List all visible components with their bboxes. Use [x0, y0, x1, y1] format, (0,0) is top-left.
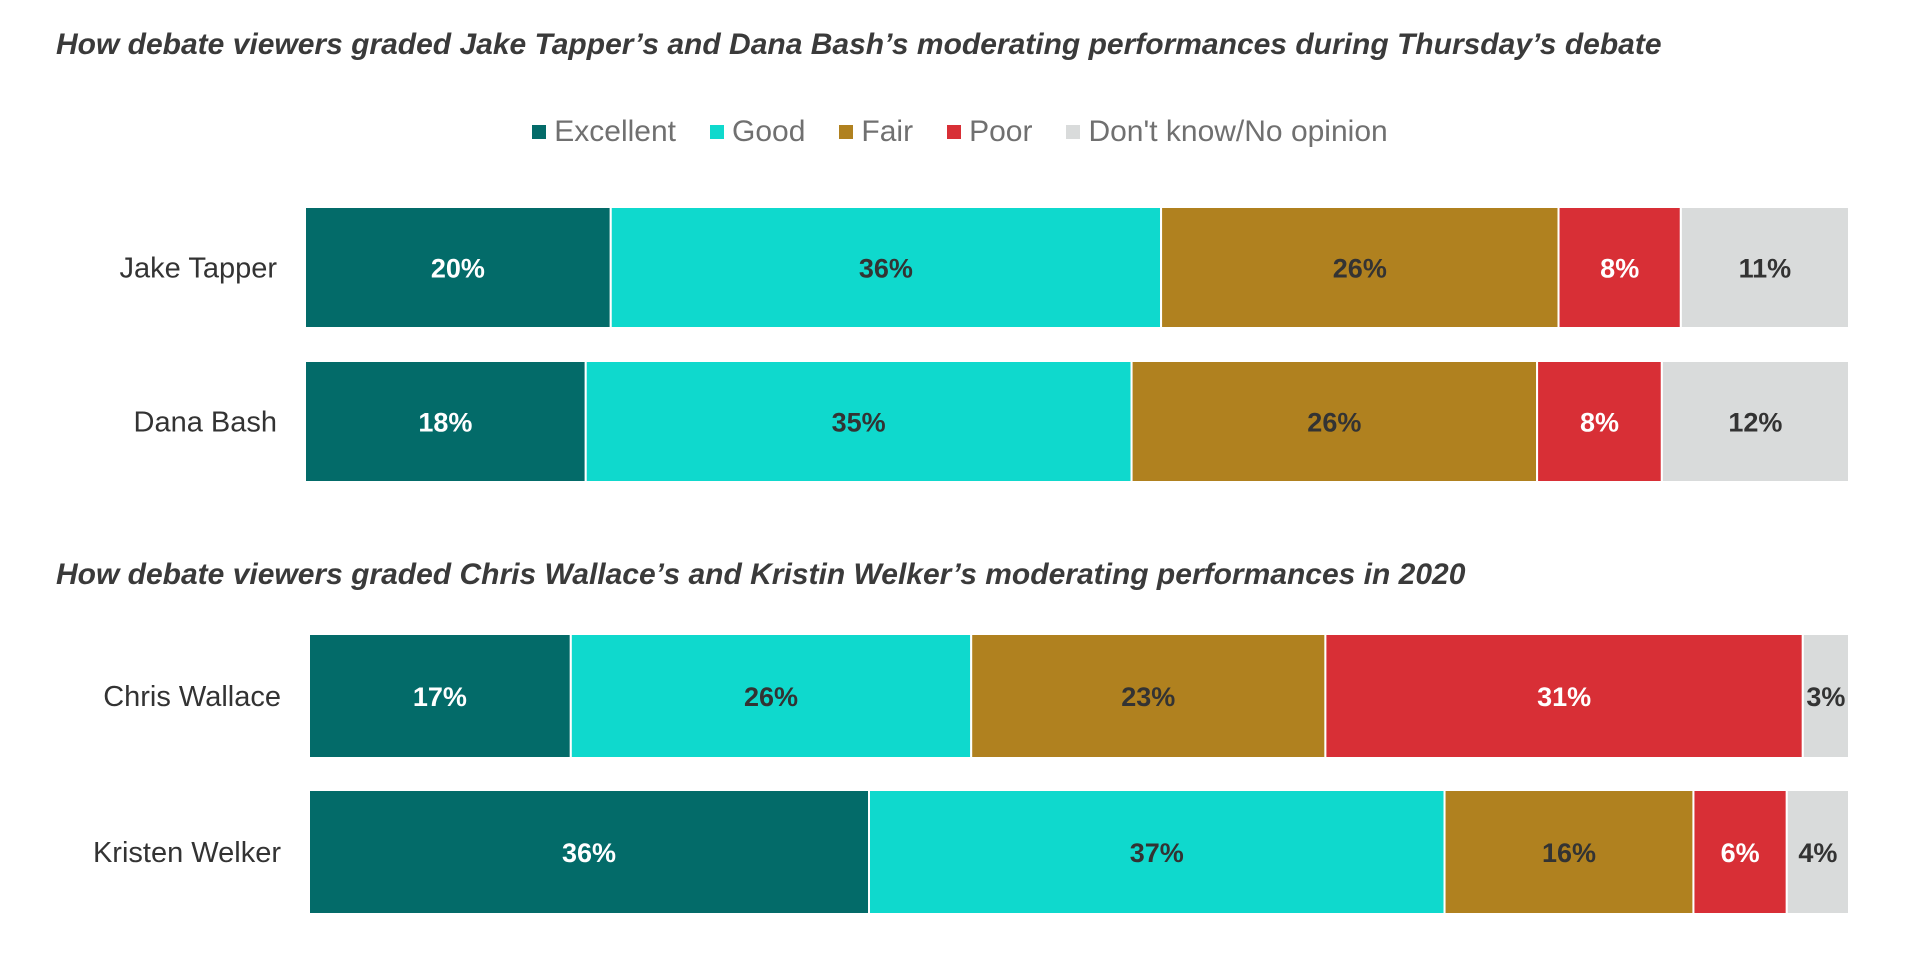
legend-item-poor: Poor	[947, 115, 1032, 149]
legend-swatch-excellent	[532, 125, 547, 139]
bar-kristen-welker-good	[868, 789, 1446, 915]
bar-dana-bash-good	[584, 360, 1133, 483]
legend-item-dont-know: Don't know/No opinion	[1066, 115, 1388, 149]
bar-dana-bash-excellent	[304, 360, 587, 483]
legend-swatch-poor	[947, 125, 962, 139]
bar-kristen-welker-fair	[1443, 789, 1695, 915]
data-label-jake-tapper-don-t-know-no-opinion: 11%	[1739, 254, 1792, 284]
row-label-kristen-welker: Kristen Welker	[93, 837, 281, 869]
data-label-kristen-welker-fair: 16%	[1542, 838, 1596, 868]
data-label-dana-bash-good: 35%	[832, 408, 886, 438]
row-label-dana-bash: Dana Bash	[134, 407, 278, 439]
chart-title-2024: How debate viewers graded Jake Tapper’s …	[56, 28, 1662, 61]
bar-jake-tapper-excellent	[304, 206, 612, 329]
legend: Excellent Good Fair Poor Don't know/No o…	[0, 115, 1920, 149]
bar-kristen-welker-excellent	[308, 789, 870, 915]
data-label-dana-bash-excellent: 18%	[418, 408, 472, 438]
legend-swatch-good	[710, 125, 725, 139]
legend-label-good: Good	[732, 115, 806, 148]
chart-title-2020: How debate viewers graded Chris Wallace’…	[56, 558, 1466, 591]
row-label-jake-tapper: Jake Tapper	[120, 253, 278, 285]
legend-item-fair: Fair	[839, 115, 913, 149]
bar-chris-wallace-fair	[970, 633, 1327, 759]
data-label-kristen-welker-poor: 6%	[1721, 838, 1760, 868]
bar-chris-wallace-excellent	[308, 633, 572, 759]
data-label-jake-tapper-excellent: 20%	[431, 254, 485, 284]
legend-item-excellent: Excellent	[532, 115, 676, 149]
bar-chris-wallace-good	[569, 633, 973, 759]
bar-chris-wallace-poor	[1324, 633, 1804, 759]
bar-chris-wallace-don-t-know-no-opinion	[1801, 633, 1851, 759]
data-label-kristen-welker-don-t-know-no-opinion: 4%	[1798, 838, 1837, 868]
data-label-chris-wallace-good: 26%	[744, 682, 798, 712]
data-label-dana-bash-poor: 8%	[1580, 408, 1619, 438]
bar-jake-tapper-don-t-know-no-opinion	[1679, 206, 1850, 329]
bar-dana-bash-fair	[1130, 360, 1539, 483]
bar-dana-bash-poor	[1536, 360, 1663, 483]
data-label-jake-tapper-poor: 8%	[1600, 254, 1639, 284]
data-label-jake-tapper-fair: 26%	[1333, 254, 1387, 284]
data-label-chris-wallace-don-t-know-no-opinion: 3%	[1806, 682, 1845, 712]
row-label-chris-wallace: Chris Wallace	[103, 681, 281, 713]
data-label-chris-wallace-poor: 31%	[1537, 682, 1591, 712]
bar-kristen-welker-don-t-know-no-opinion	[1785, 789, 1851, 915]
data-label-kristen-welker-excellent: 36%	[562, 838, 616, 868]
legend-label-poor: Poor	[969, 115, 1033, 148]
data-label-chris-wallace-fair: 23%	[1121, 682, 1175, 712]
data-label-dana-bash-fair: 26%	[1307, 408, 1361, 438]
bar-dana-bash-don-t-know-no-opinion	[1660, 360, 1851, 483]
legend-item-good: Good	[710, 115, 805, 149]
legend-swatch-dont-know	[1066, 125, 1081, 139]
data-label-chris-wallace-excellent: 17%	[413, 682, 467, 712]
data-label-jake-tapper-good: 36%	[859, 254, 913, 284]
bar-jake-tapper-fair	[1160, 206, 1560, 329]
bar-jake-tapper-good	[609, 206, 1163, 329]
data-label-kristen-welker-good: 37%	[1130, 838, 1184, 868]
legend-swatch-fair	[839, 125, 854, 139]
legend-label-dont-know: Don't know/No opinion	[1088, 115, 1388, 148]
legend-label-excellent: Excellent	[554, 115, 677, 148]
data-label-dana-bash-don-t-know-no-opinion: 12%	[1728, 408, 1782, 438]
legend-label-fair: Fair	[861, 115, 914, 148]
